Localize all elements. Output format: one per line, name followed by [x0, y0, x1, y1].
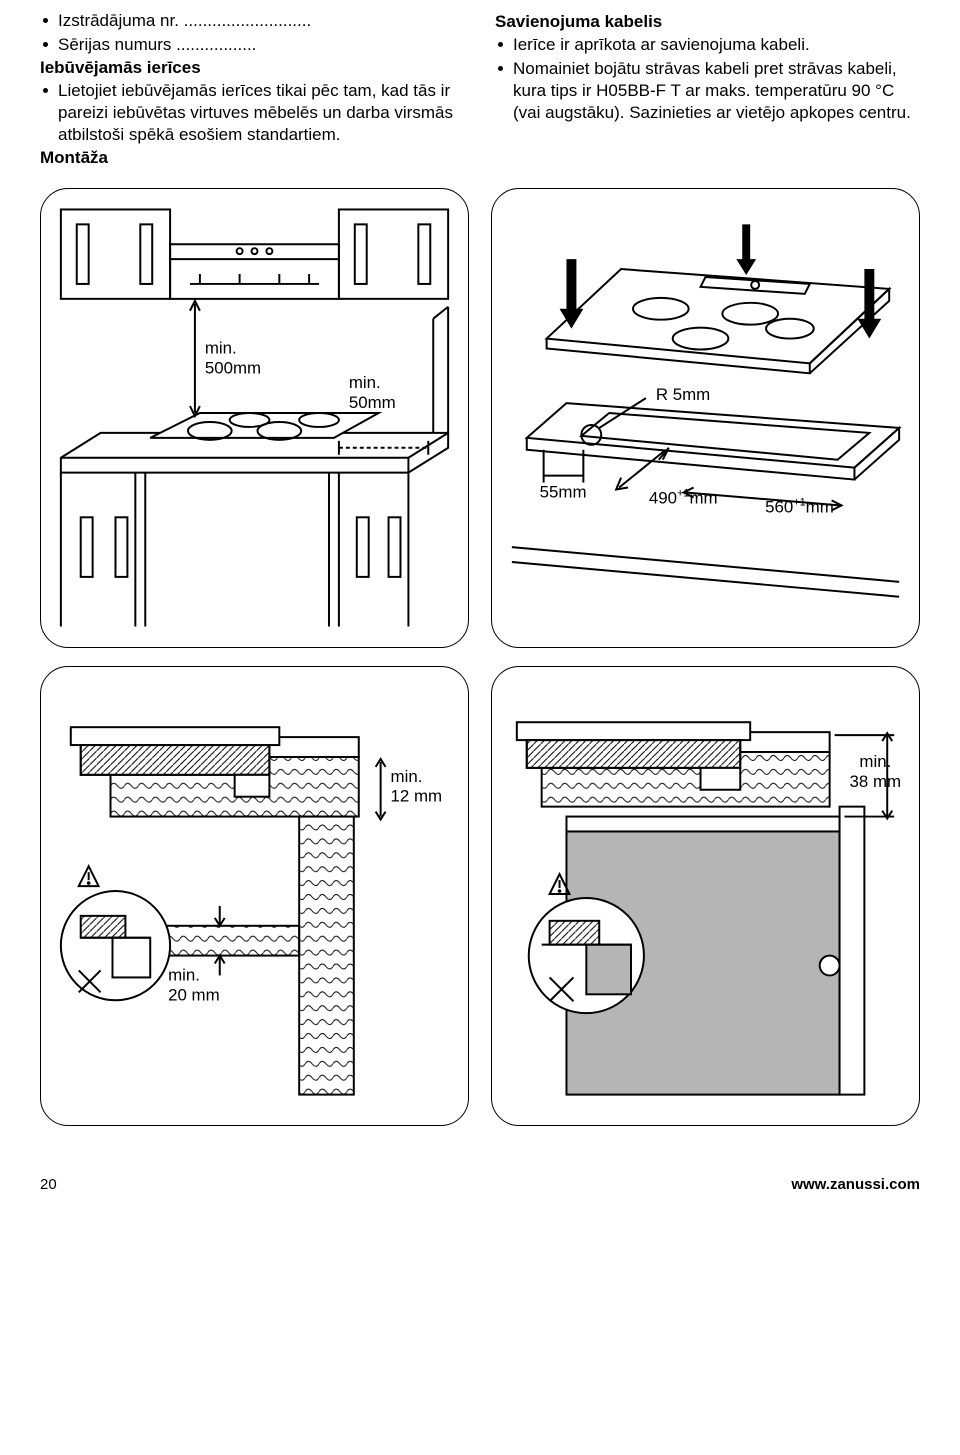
bullet-dot: [498, 42, 503, 47]
svg-text:min.: min.: [349, 374, 381, 393]
label-560: 560+1mm: [765, 497, 834, 517]
svg-text:38 mm: 38 mm: [849, 772, 901, 791]
bullet-builtin-text: Lietojiet iebūvējamās ierīces tikai pēc …: [40, 80, 465, 146]
bullet-text: Nomainiet bojātu strāvas kabeli pret str…: [513, 58, 920, 124]
heading-builtin: Iebūvējamās ierīces: [40, 58, 465, 78]
footer-site: www.zanussi.com: [791, 1176, 920, 1193]
bullet-text: Sērijas numurs .................: [58, 34, 465, 56]
bullet-text: Ierīce ir aprīkota ar savienojuma kabeli…: [513, 34, 920, 56]
label-55mm: 55mm: [540, 483, 587, 502]
svg-text:50mm: 50mm: [349, 394, 396, 413]
bullet-product-nr: Izstrādājuma nr. .......................…: [40, 10, 465, 32]
svg-text:min.: min.: [205, 339, 237, 358]
bullet-text: Izstrādājuma nr. .......................…: [58, 10, 465, 32]
bullet-text: Lietojiet iebūvējamās ierīces tikai pēc …: [58, 80, 465, 146]
bullet-cable-1: Ierīce ir aprīkota ar savienojuma kabeli…: [495, 34, 920, 56]
bullet-dot: [43, 42, 48, 47]
heading-cable: Savienojuma kabelis: [495, 12, 920, 32]
bullet-serial-nr: Sērijas numurs .................: [40, 34, 465, 56]
svg-text:20 mm: 20 mm: [168, 986, 220, 1005]
figure-kitchen-clearance: min. 500mm min. 50mm: [40, 188, 469, 648]
svg-text:min.: min.: [168, 966, 200, 985]
heading-assembly: Montāža: [40, 148, 465, 168]
figure-cutout-dims: R 5mm 55mm 490+1mm 560+1mm: [491, 188, 920, 648]
page-number: 20: [40, 1176, 57, 1193]
svg-text:min.: min.: [859, 752, 891, 771]
bullet-cable-2: Nomainiet bojātu strāvas kabeli pret str…: [495, 58, 920, 124]
svg-text:500mm: 500mm: [205, 359, 261, 378]
label-490: 490+1mm: [649, 488, 718, 508]
figure-over-appliance-clearance: min. 38 mm: [491, 666, 920, 1126]
svg-text:12 mm: 12 mm: [391, 787, 443, 806]
bullet-dot: [498, 66, 503, 71]
bullet-dot: [43, 18, 48, 23]
label-r5: R 5mm: [656, 386, 710, 405]
svg-text:min.: min.: [391, 767, 423, 786]
bullet-dot: [43, 88, 48, 93]
figure-undercabinet-clearance: min. 12 mm min. 20 mm: [40, 666, 469, 1126]
